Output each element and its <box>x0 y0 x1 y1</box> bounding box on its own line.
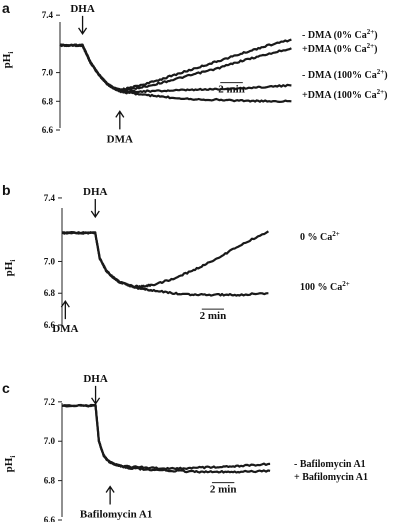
arrow-down-icon <box>78 15 88 36</box>
series-label: 100 % Ca2+ <box>300 280 350 293</box>
arrow-down-icon <box>90 199 100 219</box>
y-tick-label: 6.6 <box>44 515 56 522</box>
series-trace <box>62 403 271 471</box>
annotation-label: DMA <box>107 133 133 145</box>
series-trace <box>59 38 292 92</box>
panel-c-chart: 7.2 7.0 6.8 6.6 pHi - Bafilomycin A1 + Bafilom… <box>3 373 368 522</box>
arrow-up-icon <box>105 485 115 505</box>
y-tick-label: 7.4 <box>42 10 54 20</box>
y-tick-label: 7.0 <box>44 256 56 266</box>
series-trace <box>62 230 270 289</box>
panel-letter-a: a <box>2 0 10 16</box>
scale-bar-label: 2 min <box>210 484 237 496</box>
series-label: +DMA (100% Ca2+) <box>302 88 387 101</box>
y-tick-label: 7.0 <box>42 68 54 78</box>
y-axis-label: pHi <box>3 456 17 473</box>
y-tick-label: 6.8 <box>44 476 56 486</box>
panel-b-chart: 7.4 7.0 6.8 6.6 pHi 0 % Ca2+ 100 % Ca2+ DHA DMA 2… <box>3 186 350 335</box>
panel-a-chart: 7.4 7.0 6.8 6.6 pHi - DMA (0% Ca2+)+DMA (0% C… <box>1 3 388 146</box>
series-trace <box>61 403 271 474</box>
y-tick-label: 6.8 <box>42 96 54 106</box>
y-tick-label: 6.6 <box>42 125 54 135</box>
series-label: - DMA (0% Ca2+) <box>302 28 378 41</box>
arrow-up-icon <box>60 300 70 320</box>
series-label: + Bafilomycin A1 <box>294 472 368 483</box>
panel-letter-b: b <box>2 182 11 198</box>
annotation-label: Bafilomycin A1 <box>80 509 152 521</box>
y-tick-label: 7.4 <box>44 193 56 203</box>
annotation-label: DMA <box>52 323 78 335</box>
y-tick-label: 7.0 <box>44 436 56 446</box>
series-label: +DMA (0% Ca2+) <box>302 42 377 55</box>
y-tick-label: 7.2 <box>44 397 56 407</box>
arrow-down-icon <box>91 385 101 405</box>
series-label: - DMA (100% Ca2+) <box>302 68 388 81</box>
y-tick-label: 6.8 <box>44 288 56 298</box>
scale-bar-label: 2 min <box>200 310 227 322</box>
series-label: - Bafilomycin A1 <box>294 459 366 470</box>
annotation-label: DHA <box>83 186 108 198</box>
series-trace <box>59 43 292 103</box>
panel-letter-c: c <box>2 380 10 396</box>
y-tick-label: 6.6 <box>44 320 56 330</box>
scale-bar-label: 2 min <box>218 84 245 96</box>
y-axis-label: pHi <box>1 52 15 69</box>
annotation-label: DHA <box>83 373 108 385</box>
series-label: 0 % Ca2+ <box>300 230 340 243</box>
annotation-label: DHA <box>70 3 95 15</box>
y-axis-label: pHi <box>3 260 17 277</box>
arrow-up-icon <box>115 110 125 130</box>
series-trace <box>61 231 269 297</box>
